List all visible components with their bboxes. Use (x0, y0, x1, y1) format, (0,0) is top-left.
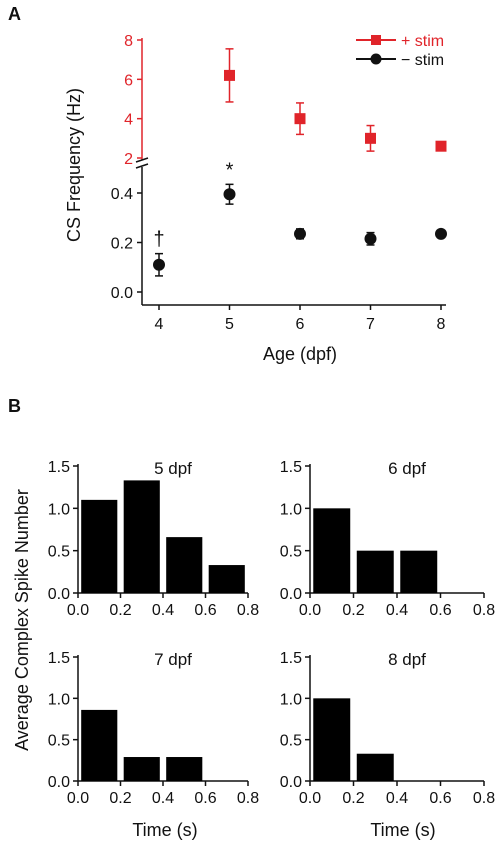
subplot-y-tick-label: 1.5 (280, 459, 302, 476)
subplot-y-tick-label: 0.0 (48, 774, 70, 791)
a-lower-y-tick-label: 0.2 (111, 236, 133, 253)
subplot-x-tick-label: 0.2 (342, 602, 364, 619)
subplot-y-tick-label: 0.5 (280, 544, 302, 561)
bar (208, 565, 245, 593)
minus-stim-point (153, 258, 165, 271)
subplot-y-tick-label: 1.0 (48, 691, 70, 708)
panel-a-xlabel: Age (dpf) (263, 344, 337, 364)
legend-label-plus: + stim (401, 33, 444, 50)
subplot-x-tick-label: 0.8 (473, 602, 495, 619)
subplot-x-tick-label: 0.6 (429, 790, 451, 807)
subplot-y-tick-label: 0.0 (48, 586, 70, 603)
subplot-x-tick-label: 0.0 (299, 602, 321, 619)
subplot-title: 5 dpf (154, 459, 192, 478)
minus-stim-point (294, 227, 306, 240)
subplot-x-tick-label: 0.6 (429, 602, 451, 619)
panel-a: A CS Frequency (Hz) Age (dpf) 2 4 6 8 0.0 0.2… (8, 4, 447, 364)
panel-a-ylabel: CS Frequency (Hz) (64, 88, 84, 242)
subplot-6-dpf: 0.0 0.5 1.0 1.5 0.0 0.2 0.4 0.6 0.8 6 dpf (280, 459, 495, 619)
subplot-x-tick-label: 0.2 (109, 602, 131, 619)
annotation-mark: * (226, 159, 234, 181)
bar (123, 757, 160, 781)
subplot-y-tick-label: 0.5 (280, 733, 302, 750)
plus-stim-point (435, 140, 447, 152)
subplot-title: 7 dpf (154, 650, 192, 669)
panel-a-marks: †* (153, 48, 447, 277)
subplot-y-tick-label: 1.5 (280, 650, 302, 667)
a-upper-y-tick-label: 6 (124, 72, 133, 89)
subplot-y-tick-label: 0.5 (48, 544, 70, 561)
subplot-x-tick-label: 0.2 (109, 790, 131, 807)
subplot-y-tick-label: 0.0 (280, 586, 302, 603)
panel-b-subplots: 0.0 0.5 1.0 1.5 0.0 0.2 0.4 0.6 0.8 5 dpf 0.0 0.5 1.… (48, 459, 495, 807)
a-upper-y-tick-label: 4 (124, 112, 133, 129)
subplot-x-tick-label: 0.8 (237, 602, 259, 619)
subplot-y-tick-label: 1.0 (280, 501, 302, 518)
subplot-x-tick-label: 0.8 (473, 790, 495, 807)
subplot-y-tick-label: 0.0 (280, 774, 302, 791)
panel-b: B Average Complex Spike Number Time (s) … (8, 396, 495, 840)
subplot-x-tick-label: 0.0 (67, 790, 89, 807)
subplot-x-tick-label: 0.2 (342, 790, 364, 807)
subplot-x-tick-label: 0.4 (152, 602, 174, 619)
panel-b-ylabel: Average Complex Spike Number (12, 489, 32, 751)
panel-a-legend: + stim − stim (356, 33, 444, 69)
subplot-y-tick-label: 1.0 (280, 691, 302, 708)
bar (356, 753, 394, 781)
bar (166, 537, 203, 593)
panel-a-letter: A (8, 4, 21, 24)
minus-stim-point (223, 188, 236, 201)
subplot-x-tick-label: 0.8 (237, 790, 259, 807)
subplot-x-tick-label: 0.6 (194, 790, 216, 807)
panel-b-xlabel-left: Time (s) (132, 820, 197, 840)
a-lower-y-tick-label: 0.4 (111, 186, 133, 203)
a-x-tick-label: 4 (155, 316, 164, 333)
a-x-tick-label: 5 (225, 316, 234, 333)
annotation-mark: † (153, 229, 164, 251)
bar (313, 508, 351, 593)
bar (123, 480, 160, 593)
bar (356, 550, 394, 593)
panel-a-axes: 2 4 6 8 0.0 0.2 0.4 4 5 6 7 8 (111, 33, 446, 333)
subplot-x-tick-label: 0.4 (152, 790, 174, 807)
subplot-8-dpf: 0.0 0.5 1.0 1.5 0.0 0.2 0.4 0.6 0.8 8 dpf (280, 650, 495, 807)
legend-marker-minus (370, 53, 382, 65)
a-x-tick-label: 7 (366, 316, 375, 333)
bar (166, 757, 203, 781)
a-x-tick-label: 6 (296, 316, 305, 333)
plus-stim-point (294, 113, 306, 125)
a-lower-y-tick-label: 0.0 (111, 285, 133, 302)
panel-b-xlabel-right: Time (s) (370, 820, 435, 840)
plus-stim-point (224, 69, 235, 81)
legend-label-minus: − stim (401, 52, 444, 69)
minus-stim-point (364, 232, 377, 245)
subplot-x-tick-label: 0.4 (386, 790, 408, 807)
panel-b-letter: B (8, 396, 21, 416)
subplot-y-tick-label: 1.5 (48, 459, 70, 476)
a-upper-y-tick-label: 8 (124, 33, 133, 50)
subplot-x-tick-label: 0.4 (386, 602, 408, 619)
a-axis-break-mark (135, 163, 149, 169)
subplot-x-tick-label: 0.0 (299, 790, 321, 807)
subplot-x-tick-label: 0.0 (67, 602, 89, 619)
subplot-7-dpf: 0.0 0.5 1.0 1.5 0.0 0.2 0.4 0.6 0.8 7 dpf (48, 650, 259, 807)
bar (313, 698, 351, 781)
subplot-5-dpf: 0.0 0.5 1.0 1.5 0.0 0.2 0.4 0.6 0.8 5 dpf (48, 459, 259, 619)
subplot-title: 6 dpf (388, 459, 426, 478)
a-x-tick-label: 8 (437, 316, 446, 333)
bar (400, 550, 438, 593)
a-upper-y-tick-label: 2 (124, 151, 133, 168)
subplot-y-tick-label: 1.0 (48, 501, 70, 518)
subplot-x-tick-label: 0.6 (194, 602, 216, 619)
bar (81, 499, 118, 593)
subplot-y-tick-label: 1.5 (48, 650, 70, 667)
minus-stim-point (435, 227, 447, 240)
subplot-title: 8 dpf (388, 650, 426, 669)
subplot-y-tick-label: 0.5 (48, 733, 70, 750)
legend-marker-plus (371, 35, 381, 45)
plus-stim-point (365, 132, 376, 144)
a-axis-break-mark (135, 157, 149, 163)
bar (81, 709, 118, 781)
